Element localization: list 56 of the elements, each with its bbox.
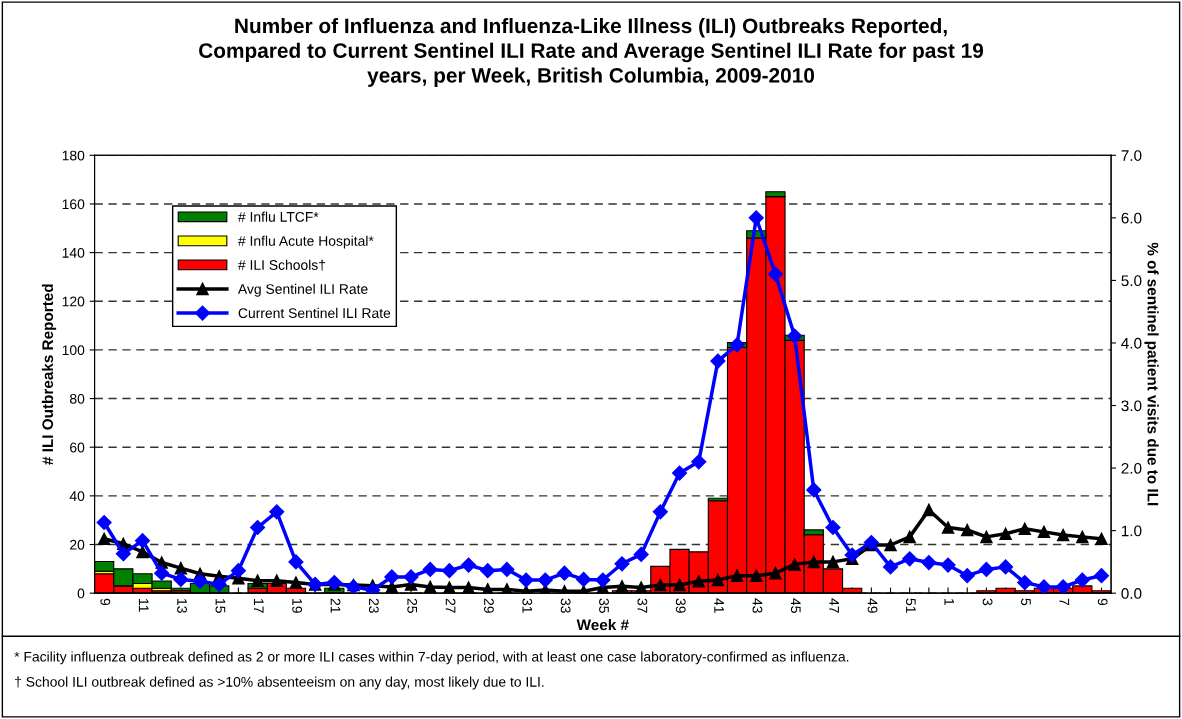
x-tick-label: 17 [254,599,264,613]
x-tick-label: 49 [867,598,878,613]
x-tick-label: 3 [982,598,993,606]
x-tick-label: 43 [752,598,763,613]
y-tick-label: 180 [62,150,85,161]
y-tick-label: 60 [70,442,85,453]
text: † School ILI outbreak defined as >10% absenteeism on any day, most likely due to ILI. [15,676,544,690]
x-tick-label: 25 [407,598,418,613]
x-tick-label: 47 [829,598,839,613]
y-tick-label: 80 [69,393,85,404]
legend-label: # ILI Schools† [238,259,326,271]
legend-label: Current Sentinel ILI Rate [238,307,391,319]
x-tick-label: 39 [675,598,686,613]
x-tick-label: 9 [1097,598,1108,606]
x-tick-label: 11 [138,599,149,612]
x-tick-label: 27 [445,598,456,613]
y2-tick-label: 7.0 [1121,150,1142,161]
x-tick-label: 5 [1021,598,1031,606]
x-tick-label: 19 [292,599,303,613]
y2-tick-label: 2.0 [1121,462,1142,474]
y2-tick-label: 6.0 [1121,212,1142,224]
x-tick-label: 7 [1059,598,1070,606]
x-axis-title: Week # [576,619,629,631]
y-tick-label: 0 [77,588,85,599]
x-tick-label: 15 [215,599,226,613]
x-tick-label: 23 [368,598,379,613]
y2-tick-label: 4.0 [1121,337,1142,349]
y-tick-label: 20 [70,539,85,550]
y-tick-label: 40 [69,491,85,502]
y-tick-label: 120 [62,296,85,307]
x-tick-label: 35 [599,598,609,613]
y2-axis-title: % of sentinel patient visits due to ILI [1144,242,1159,506]
legend-label: # Influ LTCF* [238,211,319,222]
x-tick-label: 51 [905,598,916,613]
legend-label: # Influ Acute Hospital* [238,235,374,249]
y2-tick-label: 3.0 [1121,400,1142,412]
y-tick-label: 140 [62,247,85,258]
x-tick-label: 1 [944,599,955,606]
y-tick-label: 100 [62,345,85,356]
text: * Facility influenza outbreak defined as 2 or more ILI cases within 7-day period, with at least one case laboratory-confirmed as influenza. [14,651,849,665]
y2-tick-label: 0.0 [1121,588,1142,599]
y2-tick-label: 5.0 [1121,275,1142,287]
x-tick-label: 45 [790,598,801,613]
x-tick-label: 31 [522,598,533,613]
chart-title: Number of Influenza and Influenza-Like Illness (ILI) Outbreaks Reported, Compared to Current Sentinel ILI Rate and Average Sentinel ILI Rate for past 19 years, per Week, British Columbia, 2009-2010 [199,17,984,87]
x-tick-label: 9 [100,598,111,606]
x-tick-label: 29 [484,598,494,613]
x-tick-label: 41 [714,598,724,613]
y-axis-title: # ILI Outbreaks Reported [41,284,57,465]
y2-tick-label: 1.0 [1121,525,1142,537]
x-tick-label: 13 [177,599,187,613]
legend-label: Avg Sentinel ILI Rate [237,283,368,297]
x-tick-label: 33 [560,598,571,613]
y-tick-label: 160 [62,199,85,210]
x-tick-label: 37 [637,598,648,613]
x-tick-label: 21 [330,598,341,613]
